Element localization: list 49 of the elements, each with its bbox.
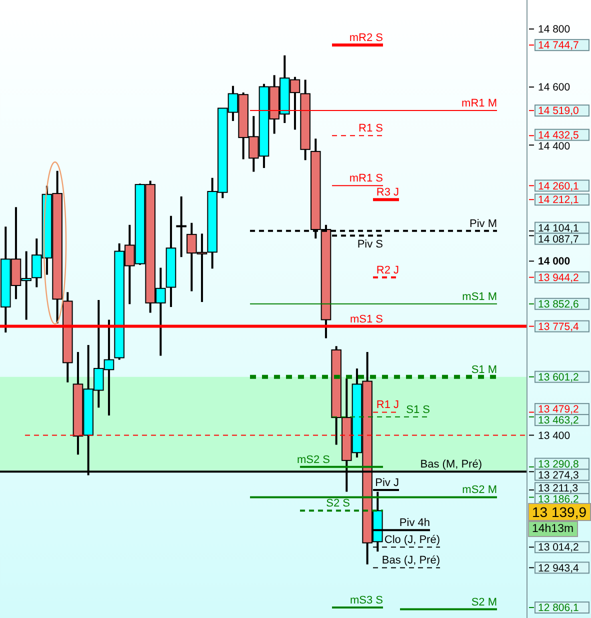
y-tick-label: 14 104,1 (538, 222, 580, 234)
ref-line-label: mS1 S (350, 313, 383, 326)
y-tick-label: 14 260,1 (538, 180, 580, 192)
y-tick-label: 13 601,2 (538, 371, 580, 384)
y-tick-label: 14 212,1 (538, 194, 580, 206)
y-tick-label: 13 400 (538, 430, 570, 442)
y-tick-label: 14 519,0 (538, 105, 580, 118)
y-tick-label: 12 806,1 (538, 602, 580, 614)
y-tick-label: 14 000 (538, 256, 570, 268)
ref-line-label: mR2 S (349, 32, 383, 44)
y-tick-label: 13 463,2 (538, 414, 580, 427)
text: 14h13m (528, 520, 578, 537)
ref-line-label: R2 J (376, 264, 399, 276)
y-tick-label: 13 852,6 (538, 298, 580, 310)
y-tick-label: 14 087,7 (538, 233, 580, 246)
y-tick-label: 13 290,8 (538, 458, 580, 470)
ref-line-label: S2 M (471, 596, 497, 608)
ref-line-label: Bas (M, Pré) (420, 458, 482, 471)
y-tick-label: 13 014,2 (538, 542, 580, 554)
ref-line-label: mR1 S (349, 172, 383, 185)
ref-line-label: R1 S (358, 122, 383, 135)
text: 13 139,9 (528, 502, 590, 521)
ref-line-label: mR1 M (462, 98, 497, 110)
y-tick-label: 14 432,5 (538, 129, 580, 142)
y-tick-label: 13 211,3 (538, 482, 578, 495)
ref-line-label: R1 J (376, 399, 399, 412)
y-tick-label: 13 274,3 (538, 469, 580, 482)
y-tick-label: 14 800 (538, 24, 570, 36)
ref-line-label: Piv 4h (399, 517, 430, 530)
ref-line-label: mS2 S (296, 454, 330, 466)
ref-line-label: S1 M (471, 364, 497, 376)
y-tick-label: 14 744,7 (538, 40, 580, 52)
ref-line-label: S2 S (326, 498, 350, 510)
ref-line-label: mS2 M (462, 484, 497, 496)
y-tick-label: 13 775,4 (538, 320, 580, 333)
ref-line-label: Piv M (470, 218, 497, 230)
ref-line-label: mS1 M (462, 290, 497, 303)
ref-line-label: Piv J (375, 476, 399, 489)
ref-line-label: Bas (J, Pré) (382, 554, 440, 567)
ref-line-label: Clo (J, Pré) (384, 534, 440, 546)
ref-line-label: mS3 S (350, 594, 383, 607)
y-tick-label: 12 943,4 (538, 562, 580, 574)
y-tick-label: 13 944,2 (538, 272, 580, 284)
y-tick-label: 14 600 (538, 82, 570, 94)
ref-line-label: R3 J (376, 186, 399, 199)
ref-line-label: Piv S (357, 238, 383, 251)
y-tick-label: 13 479,2 (538, 404, 580, 416)
y-tick-label: 14 400 (538, 140, 570, 152)
ref-line-label: S1 S (406, 404, 430, 416)
